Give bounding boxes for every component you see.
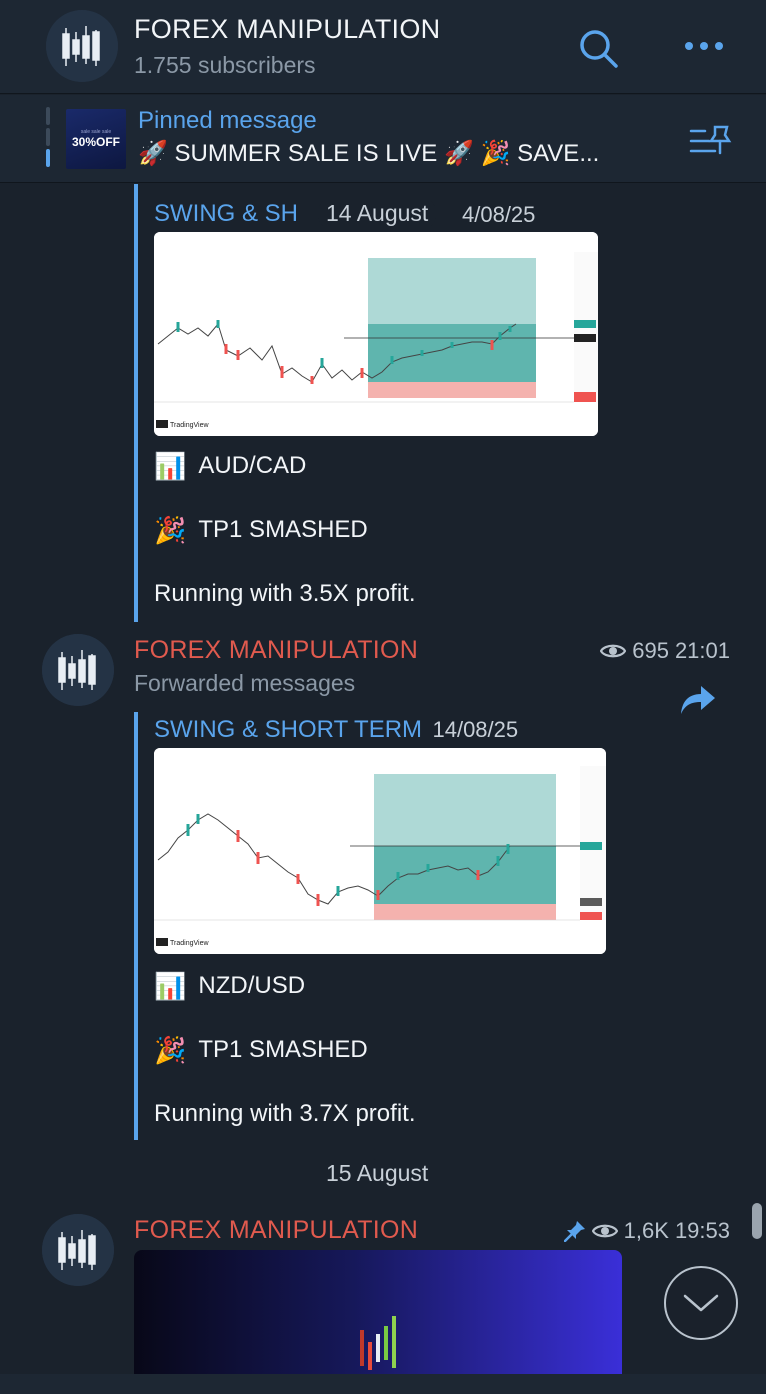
pinned-list-button[interactable] [688,121,734,161]
channel-title[interactable]: FOREX MANIPULATION [134,14,441,44]
chat-header: FOREX MANIPULATION 1.755 subscribers [0,0,766,94]
share-button[interactable] [676,680,720,720]
forward-date: 14/08/25 [432,717,519,742]
pin-list-icon [689,125,732,155]
view-count: 1,6K [623,1218,669,1243]
pinned-indicator [46,107,50,169]
pin-icon [563,1221,585,1242]
sender-name[interactable]: FOREX MANIPULATION [134,636,419,664]
pinned-label: Pinned message [138,107,317,134]
forward-block: SWING & SH [134,184,298,622]
chart-emoji-icon: 📊 [154,971,187,1001]
message-time: 21:01 [674,638,730,663]
profit-text: Running with 3.7X profit. [154,1100,416,1127]
party-emoji-icon: 🎉 [154,515,187,545]
chart-emoji-icon: 📊 [154,451,187,481]
pair-text: AUD/CAD [198,452,307,479]
party-emoji-icon: 🎉 [154,1035,187,1065]
chevron-down-icon [683,1294,719,1312]
chart-image[interactable]: TradingView [154,748,606,954]
view-count: 695 [632,638,669,663]
message-line-status: 🎉 TP1 SMASHED [154,1036,368,1064]
message-feed[interactable]: SWING & SH 14 August 4/08/25 [0,184,766,1374]
forward-source[interactable]: SWING & SHORT TERM [154,716,423,743]
status-text: TP1 SMASHED [198,516,368,543]
forward-date: 4/08/25 [462,202,536,227]
pinned-message-bar[interactable]: sale sale sale 30%OFF Pinned message 🚀 S… [0,95,766,183]
pinned-thumbnail: sale sale sale 30%OFF [66,109,126,169]
more-button[interactable] [680,28,728,64]
forward-arrow-icon [681,686,715,714]
scroll-down-button[interactable] [664,1266,738,1340]
logo-icon [360,1316,396,1370]
status-text: TP1 SMASHED [198,1036,368,1063]
forward-source[interactable]: SWING & SH [154,200,299,227]
chart-caption: TradingView [170,422,209,429]
subscriber-count: 1.755 subscribers [134,52,316,78]
message-line-pair: 📊 NZD/USD [154,972,305,1000]
pair-text: NZD/USD [198,972,306,999]
message-line-profit: Running with 3.7X profit. [154,1100,415,1128]
search-button[interactable] [574,24,622,72]
chart-image[interactable]: TradingView [154,232,598,436]
search-icon [580,30,618,68]
message-meta: 1,6K 19:53 [563,1218,730,1244]
message-line-pair: 📊 AUD/CAD [154,452,306,480]
media-banner[interactable] [134,1250,622,1374]
more-icon [685,42,723,50]
forward-block: SWING & SHORT TERM 14/08/25 [134,712,518,1140]
message-meta: 695 21:01 [600,638,730,664]
message-time: 19:53 [674,1218,730,1243]
sender-avatar[interactable] [42,1214,114,1286]
forwarded-label: Forwarded messages [134,670,356,696]
floating-date: 14 August [318,198,437,229]
pinned-text: 🚀 SUMMER SALE IS LIVE 🚀 🎉 SAVE... [138,140,600,167]
views-eye-icon [600,644,627,658]
bottom-bar [0,1374,766,1394]
date-separator: 15 August [326,1160,429,1186]
views-eye-icon [591,1224,618,1238]
chart-caption: TradingView [170,940,209,947]
sender-name[interactable]: FOREX MANIPULATION [134,1216,419,1244]
sender-avatar[interactable] [42,634,114,706]
scrollbar-thumb[interactable] [752,1203,762,1239]
message-line-status: 🎉 TP1 SMASHED [154,516,368,544]
channel-avatar[interactable] [46,10,118,82]
profit-text: Running with 3.5X profit. [154,580,416,607]
message-line-profit: Running with 3.5X profit. [154,580,415,608]
